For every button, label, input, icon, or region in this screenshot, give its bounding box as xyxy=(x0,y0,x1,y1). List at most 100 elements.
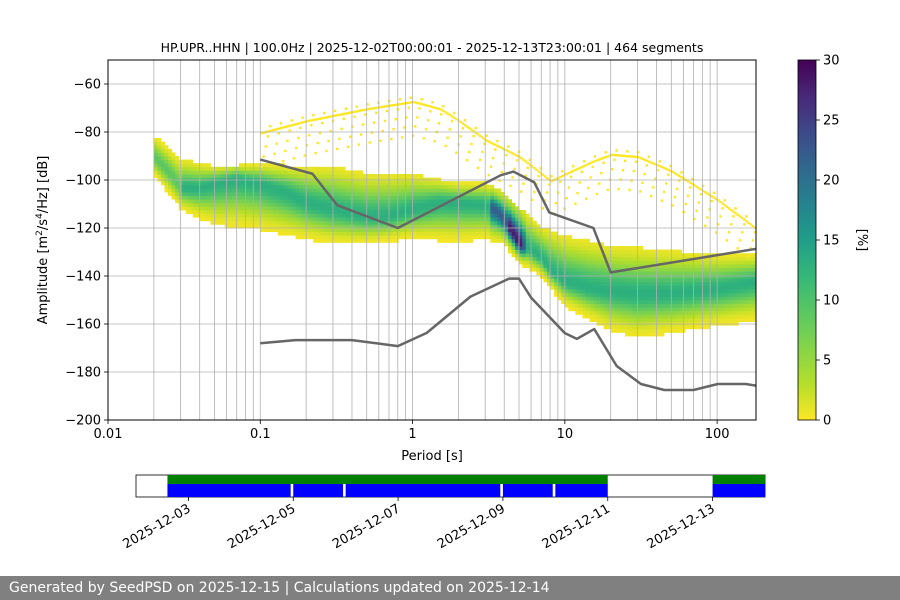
heat-cell xyxy=(384,238,389,243)
heat-cell xyxy=(656,256,661,261)
heat-cell xyxy=(508,242,512,247)
heat-cell xyxy=(674,310,679,315)
heat-cell xyxy=(610,285,615,290)
heat-cell xyxy=(199,174,204,178)
heat-cell xyxy=(667,274,672,279)
heat-cell xyxy=(660,328,665,333)
heat-cell xyxy=(327,202,332,207)
heat-cell xyxy=(713,303,718,308)
heat-cell xyxy=(478,158,482,162)
heat-cell xyxy=(575,307,580,312)
heat-cell xyxy=(678,289,683,294)
heat-cell xyxy=(472,220,477,225)
heat-cell xyxy=(192,188,197,193)
heat-cell xyxy=(720,310,725,315)
heat-cell xyxy=(615,154,618,157)
heat-cell xyxy=(168,188,172,193)
heat-cell xyxy=(547,260,551,265)
heat-cell xyxy=(439,108,443,111)
heat-cell xyxy=(334,220,339,225)
heat-cell xyxy=(702,264,707,268)
heat-cell xyxy=(310,124,313,127)
heat-cell xyxy=(699,264,704,268)
heat-cell xyxy=(727,271,732,276)
heat-cell xyxy=(171,159,176,164)
heat-cell xyxy=(182,206,187,211)
heat-cell xyxy=(291,199,296,204)
heat-cell xyxy=(670,274,675,279)
heat-cell xyxy=(440,217,445,222)
heat-cell xyxy=(458,202,463,207)
heat-cell xyxy=(543,199,547,202)
heat-cell xyxy=(387,220,392,225)
heat-cell xyxy=(192,195,197,200)
heat-cell xyxy=(320,181,325,186)
heat-cell xyxy=(554,246,559,250)
heat-cell xyxy=(692,264,697,268)
heat-cell xyxy=(614,249,619,254)
heat-cell xyxy=(646,289,651,294)
heat-cell xyxy=(561,253,566,258)
heat-cell xyxy=(695,260,700,265)
colorbar-tick-label: 10 xyxy=(823,294,840,309)
heat-cell xyxy=(231,181,236,186)
heat-cell xyxy=(617,264,622,268)
heat-cell xyxy=(401,210,406,214)
heat-cell xyxy=(465,125,469,128)
heat-cell xyxy=(185,202,190,207)
heat-cell xyxy=(320,213,325,218)
reference-curve-nlnm xyxy=(260,277,756,392)
heat-cell xyxy=(260,163,265,168)
heat-cell xyxy=(302,213,307,218)
heat-cell xyxy=(660,310,665,315)
heat-cell xyxy=(413,125,417,128)
heat-cell xyxy=(238,220,243,225)
heat-cell xyxy=(692,303,697,308)
heat-cell xyxy=(547,253,551,258)
heat-cell xyxy=(267,213,272,218)
heat-cell xyxy=(306,199,311,204)
heat-cell xyxy=(426,202,431,207)
heat-cell xyxy=(299,192,304,196)
heat-cell xyxy=(712,196,716,199)
heat-cell xyxy=(327,139,330,143)
heat-cell xyxy=(688,260,693,265)
heat-cell xyxy=(709,256,714,261)
heat-cell xyxy=(433,192,438,196)
heat-cell xyxy=(373,195,378,200)
heat-cell xyxy=(660,264,665,268)
heat-cell xyxy=(500,213,505,218)
heat-cell xyxy=(299,170,304,175)
heat-cell xyxy=(299,199,304,204)
heat-cell xyxy=(699,188,703,191)
heat-cell xyxy=(203,192,208,196)
heat-cell xyxy=(380,210,385,214)
heat-cell xyxy=(518,238,523,243)
heat-cell xyxy=(653,274,658,279)
heat-cell xyxy=(394,174,399,178)
heat-cell xyxy=(578,285,583,290)
heat-cell xyxy=(688,307,693,312)
heat-cell xyxy=(630,179,633,182)
heat-cell xyxy=(409,101,413,104)
heat-cell xyxy=(192,166,197,171)
heat-cell xyxy=(394,231,399,236)
heat-cell xyxy=(242,220,247,225)
heat-cell xyxy=(554,267,559,272)
heat-cell xyxy=(291,195,296,200)
heat-cell xyxy=(674,296,679,301)
heat-cell xyxy=(295,188,300,193)
heat-cell xyxy=(302,174,307,178)
heat-cell xyxy=(309,166,314,171)
heat-cell xyxy=(359,217,364,222)
heat-cell xyxy=(454,184,459,189)
heat-cell xyxy=(704,190,707,194)
heat-cell xyxy=(727,307,732,312)
heat-cell xyxy=(320,231,325,236)
heat-cell xyxy=(469,192,474,196)
heat-cell xyxy=(373,235,378,240)
heat-cell xyxy=(398,210,403,214)
heat-cell xyxy=(153,138,158,142)
heat-cell xyxy=(752,303,756,308)
heat-cell xyxy=(245,163,250,168)
